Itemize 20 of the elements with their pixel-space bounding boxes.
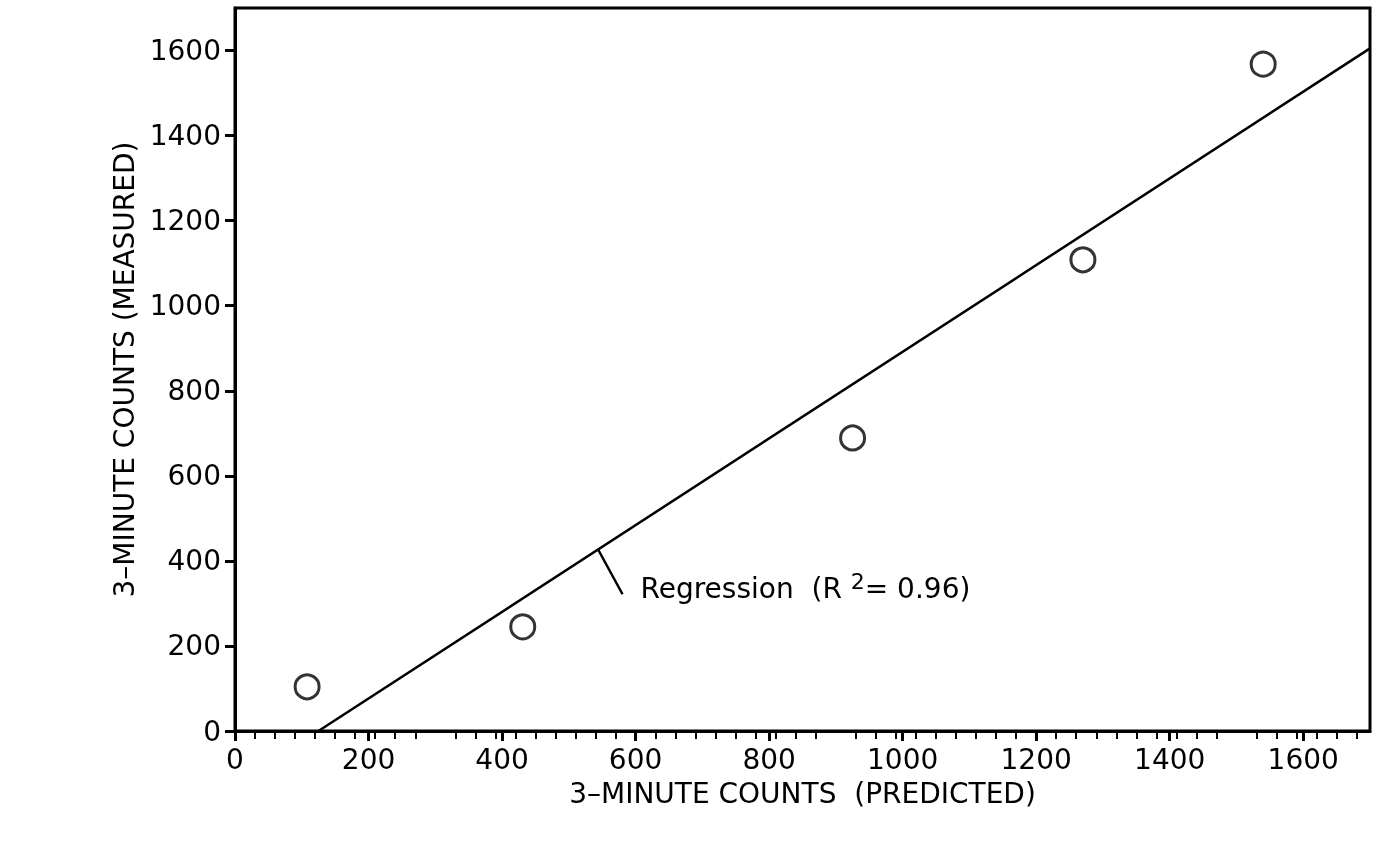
x-tick-label: 1600 [1267, 742, 1339, 776]
x-tick-label: 400 [475, 742, 529, 776]
x-axis-title: 3–MINUTE COUNTS (PREDICTED) [569, 776, 1036, 810]
y-tick-label: 200 [167, 629, 221, 663]
y-tick-label: 800 [167, 374, 221, 408]
x-tick-label: 200 [341, 742, 396, 776]
y-tick-label: 1200 [149, 204, 221, 238]
y-tick-label: 400 [167, 544, 221, 578]
x-tick-label: 600 [608, 742, 663, 776]
x-tick-label: 0 [226, 742, 244, 776]
x-tick-label: 1400 [1134, 742, 1206, 776]
y-tick-label: 600 [167, 459, 221, 493]
x-tick-label: 1000 [867, 742, 939, 776]
y-tick-label: 1600 [149, 34, 221, 68]
y-tick-label: 1400 [149, 119, 221, 153]
y-tick-label: 1000 [149, 289, 221, 323]
y-axis-title: 3–MINUTE COUNTS (MEASURED) [108, 141, 142, 598]
x-tick-label: 1200 [1000, 742, 1072, 776]
y-tick-label: 0 [203, 714, 221, 748]
x-tick-label: 800 [742, 742, 796, 776]
